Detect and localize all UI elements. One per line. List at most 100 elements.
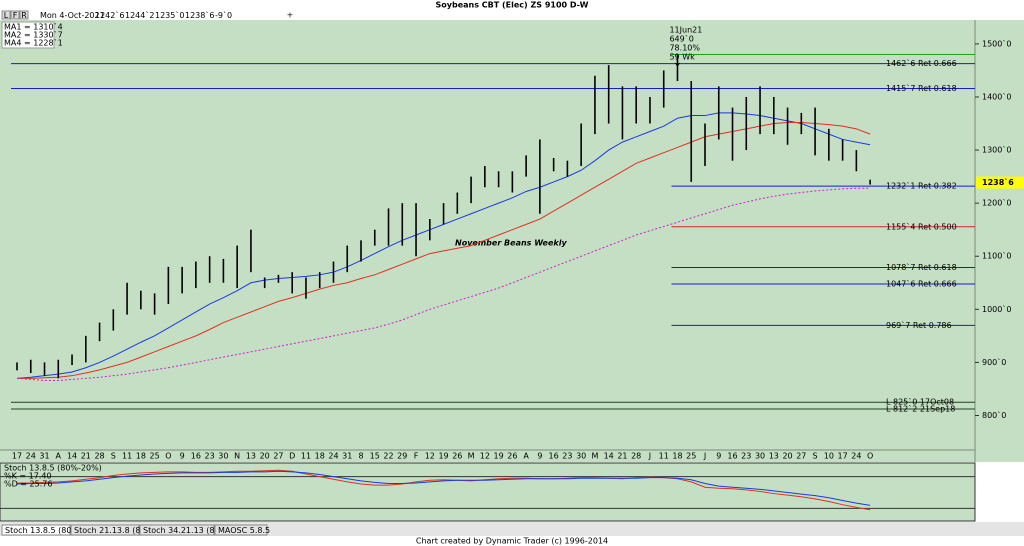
- x-tick-label: 13: [769, 452, 779, 461]
- x-tick-label: 15: [370, 452, 380, 461]
- x-tick-label: 23: [205, 452, 215, 461]
- toolbar-quote: 1244`2: [125, 10, 154, 20]
- x-tick-label: 21: [81, 452, 91, 461]
- legend-entry: MA1 = 1310`4: [4, 22, 63, 32]
- x-tick-label: 16: [727, 452, 737, 461]
- x-tick-label: 11: [122, 452, 132, 461]
- toolbar-quote: -9`0: [215, 10, 232, 20]
- toolbar-button-label[interactable]: L: [4, 11, 9, 20]
- x-tick-label: 26: [507, 452, 517, 461]
- x-tick-label: N: [234, 452, 240, 461]
- x-tick-label: 29: [397, 452, 407, 461]
- x-tick-label: 30: [755, 452, 765, 461]
- x-tick-label: J: [648, 452, 651, 461]
- toolbar-button[interactable]: [19, 10, 29, 20]
- moving-average: [17, 121, 871, 379]
- annotation: 649`0: [669, 34, 693, 44]
- last-price-box: [976, 176, 1024, 189]
- x-tick-label: S: [813, 452, 818, 461]
- y-tick-label: 1400`0: [982, 91, 1011, 101]
- toolbar-quote: 1238`6: [185, 10, 214, 20]
- annotation: 59 Wk: [669, 53, 695, 62]
- x-tick-label: 21: [617, 452, 627, 461]
- x-tick-label: 11: [301, 452, 311, 461]
- x-tick-label: 23: [741, 452, 751, 461]
- tab[interactable]: [139, 524, 215, 536]
- x-tick-label: O: [165, 452, 171, 461]
- x-tick-label: 24: [26, 452, 36, 461]
- x-tick-label: 16: [549, 452, 559, 461]
- crosshair-icon[interactable]: +: [287, 11, 294, 20]
- x-tick-label: 18: [136, 452, 146, 461]
- x-tick-label: 12: [480, 452, 490, 461]
- x-tick-label: 24: [328, 452, 338, 461]
- tab-label[interactable]: Stoch 34.21.13 (80%-20%): [143, 526, 251, 535]
- x-tick-label: 14: [67, 452, 77, 461]
- x-tick-label: 9: [180, 452, 185, 461]
- level-label: 1462`6 Ret 0.666: [886, 58, 957, 68]
- legend-entry: MA2 = 1330`7: [4, 30, 63, 40]
- x-tick-label: 25: [686, 452, 696, 461]
- annotation: 11Jun21: [669, 26, 702, 35]
- x-tick-label: 30: [218, 452, 228, 461]
- legend-box: [1, 21, 55, 49]
- footer: Chart created by Dynamic Trader (c) 1996…: [416, 537, 608, 546]
- tab-label[interactable]: Stoch 13.8.5 (80%-20%): [5, 526, 103, 535]
- x-tick-label: 31: [39, 452, 49, 461]
- x-tick-label: 8: [358, 452, 363, 461]
- toolbar-quote: 1242`6: [95, 10, 124, 20]
- x-tick-label: F: [414, 452, 419, 461]
- stoch-legend: %D = 25.76: [4, 480, 52, 489]
- x-tick-label: 17: [12, 452, 22, 461]
- tab-label[interactable]: MAOSC 5.8.5: [218, 526, 270, 535]
- stoch-legend: %K = 17.40: [4, 472, 52, 481]
- legend-entry: MA4 = 1228`1: [4, 38, 63, 48]
- last-price-label: 1238`6: [982, 177, 1014, 187]
- toolbar-button-label[interactable]: F: [13, 11, 18, 20]
- stoch-panel: [0, 462, 976, 522]
- x-tick-label: 19: [494, 452, 504, 461]
- stoch-line: [17, 469, 871, 511]
- x-tick-label: 11: [659, 452, 669, 461]
- x-tick-label: 16: [191, 452, 201, 461]
- level-label: L 825`0 17Oct08: [886, 397, 954, 407]
- x-tick-label: A: [523, 452, 529, 461]
- x-tick-label: 12: [425, 452, 435, 461]
- level-label: 1415`7 Ret 0.618: [886, 83, 957, 93]
- x-tick-label: 25: [150, 452, 160, 461]
- x-tick-label: 19: [438, 452, 448, 461]
- x-tick-label: 28: [94, 452, 104, 461]
- toolbar-button[interactable]: [10, 10, 20, 20]
- level-label: 1155`4 Ret 0.500: [886, 221, 957, 231]
- tab-label[interactable]: Stoch 21.13.8 (80%-20%): [74, 526, 177, 535]
- x-tick-label: 14: [604, 452, 614, 461]
- x-tick-label: 13: [246, 452, 256, 461]
- x-tick-label: 30: [576, 452, 586, 461]
- tab[interactable]: [214, 524, 268, 536]
- tab[interactable]: [70, 524, 140, 536]
- toolbar-button[interactable]: [1, 10, 11, 20]
- toolbar-button-label[interactable]: R: [21, 11, 27, 20]
- x-tick-label: M: [591, 452, 598, 461]
- level-label: L 812`2 21Sep18: [886, 403, 955, 413]
- x-tick-label: 31: [342, 452, 352, 461]
- level-label: 1047`6 Ret 0.666: [886, 278, 957, 288]
- x-tick-label: 17: [838, 452, 848, 461]
- x-tick-label: D: [289, 452, 295, 461]
- x-tick-label: A: [56, 452, 62, 461]
- y-tick-label: 900`0: [982, 357, 1006, 367]
- x-tick-label: 28: [631, 452, 641, 461]
- level-label: 1232`1 Ret 0.382: [886, 181, 957, 191]
- title: Soybeans CBT (Elec) ZS 9100 D-W: [436, 1, 589, 10]
- level-label: 969`7 Ret 0.786: [886, 320, 952, 330]
- x-tick-label: 26: [452, 452, 462, 461]
- x-tick-label: 27: [796, 452, 806, 461]
- watermark: November Beans Weekly: [455, 239, 567, 248]
- tab[interactable]: [1, 524, 71, 536]
- x-tick-label: 9: [716, 452, 721, 461]
- x-tick-label: 20: [782, 452, 792, 461]
- moving-average: [16, 187, 871, 381]
- x-tick-label: J: [703, 452, 706, 461]
- stoch-label: Stoch 13.8.5 (80%-20%): [4, 464, 102, 473]
